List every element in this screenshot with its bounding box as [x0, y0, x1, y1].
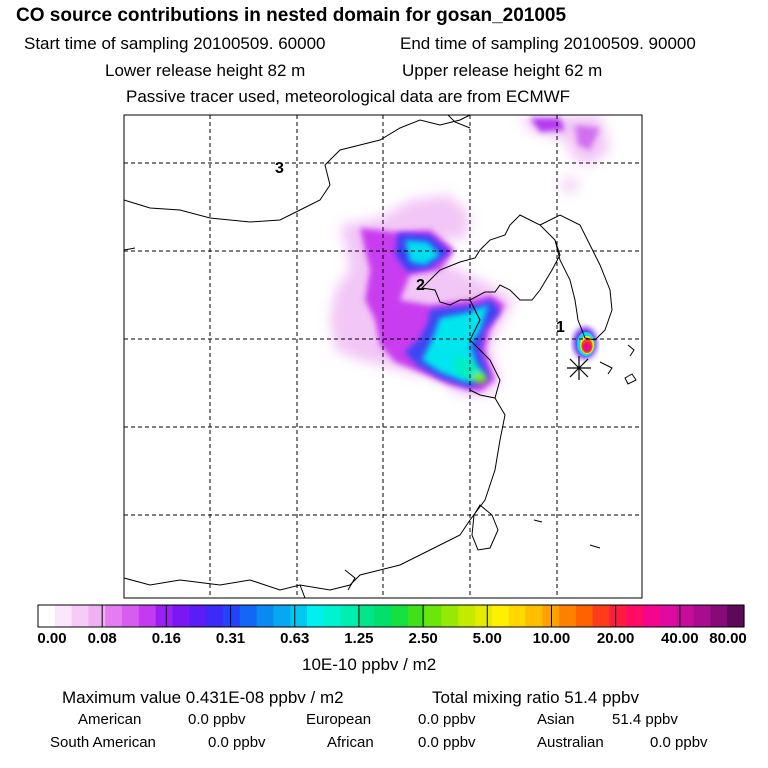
region-value-american: 0.0 ppbv — [188, 711, 246, 728]
point-label-2: 2 — [416, 277, 425, 294]
colorbar-cell — [206, 605, 224, 627]
colorbar-cell — [525, 605, 543, 627]
lat-lon-grid — [124, 115, 642, 598]
colorbar-cell — [273, 605, 291, 627]
region-name-american: American — [78, 711, 142, 728]
colorbar-cell — [239, 605, 258, 627]
colorbar-tick-label: 1.25 — [344, 630, 374, 647]
colorbar — [37, 604, 745, 628]
end-time-label: End time of sampling 20100509. 90000 — [400, 34, 696, 53]
colorbar-tick-label: 20.00 — [596, 630, 635, 647]
colorbar-cell — [609, 605, 627, 627]
colorbar-cell — [458, 605, 476, 627]
colorbar-cell — [475, 605, 493, 627]
colorbar-cell — [323, 605, 342, 627]
region-name-european: European — [306, 711, 372, 728]
chart-title: CO source contributions in nested domain… — [16, 5, 567, 26]
plume-layer-cyan — [405, 240, 488, 383]
colorbar-cell — [172, 605, 190, 627]
colorbar-tick-label: 10.00 — [532, 630, 571, 647]
colorbar-cell — [357, 605, 375, 627]
colorbar-cell — [508, 605, 527, 627]
colorbar-tick-label: 2.50 — [408, 630, 438, 647]
gosan-hotspot — [573, 327, 597, 359]
lower-release-label: Lower release height 82 m — [105, 61, 306, 80]
colorbar-cell — [559, 605, 577, 627]
upper-release-label: Upper release height 62 m — [402, 61, 603, 80]
total-mixing-ratio: Total mixing ratio 51.4 ppbv — [432, 688, 639, 707]
colorbar-cell — [727, 605, 745, 627]
region-value-asian: 51.4 ppbv — [612, 711, 678, 728]
colorbar-cell — [306, 605, 325, 627]
colorbar-cell — [391, 605, 409, 627]
maximum-value: Maximum value 0.431E-08 ppbv / m2 — [62, 688, 344, 707]
colorbar-tick-label: 5.00 — [472, 630, 502, 647]
coastlines — [124, 115, 637, 598]
colorbar-cell — [626, 605, 644, 627]
region-name-south-american: South American — [50, 734, 156, 751]
colorbar-tick-label: 0.08 — [87, 630, 117, 647]
colorbar-cell — [374, 605, 392, 627]
colorbar-cell — [155, 605, 174, 627]
colorbar-cell — [643, 605, 661, 627]
colorbar-tick-label: 0.63 — [280, 630, 310, 647]
colorbar-cell — [54, 605, 73, 627]
region-name-asian: Asian — [537, 711, 575, 728]
colorbar-cell — [222, 605, 241, 627]
colorbar-tick-label: 0.00 — [37, 630, 67, 647]
colorbar-cell — [122, 605, 140, 627]
colorbar-cell — [38, 605, 56, 627]
region-value-european: 0.0 ppbv — [418, 711, 476, 728]
colorbar-cell — [290, 605, 308, 627]
start-time-label: Start time of sampling 20100509. 60000 — [24, 34, 326, 53]
colorbar-tick-label: 0.16 — [151, 630, 181, 647]
colorbar-cell — [71, 605, 90, 627]
colorbar-cell — [88, 605, 106, 627]
colorbar-cell — [138, 605, 157, 627]
region-name-african: African — [327, 734, 374, 751]
colorbar-cell — [105, 605, 123, 627]
colorbar-cell — [424, 605, 443, 627]
colorbar-cell — [189, 605, 207, 627]
colorbar-cell — [340, 605, 358, 627]
region-value-australian: 0.0 ppbv — [650, 734, 708, 751]
point-label-3: 3 — [275, 160, 284, 177]
colorbar-tick-label: 80.00 — [709, 630, 747, 647]
region-value-african: 0.0 ppbv — [418, 734, 476, 751]
tracer-label: Passive tracer used, meteorological data… — [126, 87, 571, 106]
source-contribution-map: 1 2 3 — [123, 114, 643, 599]
region-value-south-american: 0.0 ppbv — [208, 734, 266, 751]
colorbar-cell — [592, 605, 611, 627]
colorbar-tick-label: 40.00 — [661, 630, 699, 647]
map-frame — [123, 114, 643, 599]
colorbar-cell — [407, 605, 426, 627]
colorbar-cell — [256, 605, 274, 627]
colorbar-tick-label: 0.31 — [215, 630, 246, 647]
colorbar-cell — [441, 605, 459, 627]
region-name-australian: Australian — [537, 734, 604, 751]
colorbar-frame — [37, 604, 745, 628]
colorbar-cell — [676, 605, 695, 627]
colorbar-cell — [693, 605, 711, 627]
colorbar-cell — [659, 605, 678, 627]
colorbar-cell — [710, 605, 728, 627]
point-label-1: 1 — [556, 319, 565, 336]
colorbar-units: 10E-10 ppbv / m2 — [302, 655, 437, 674]
receptor-marker — [567, 356, 591, 380]
colorbar-cell — [575, 605, 594, 627]
colorbar-cell — [491, 605, 510, 627]
